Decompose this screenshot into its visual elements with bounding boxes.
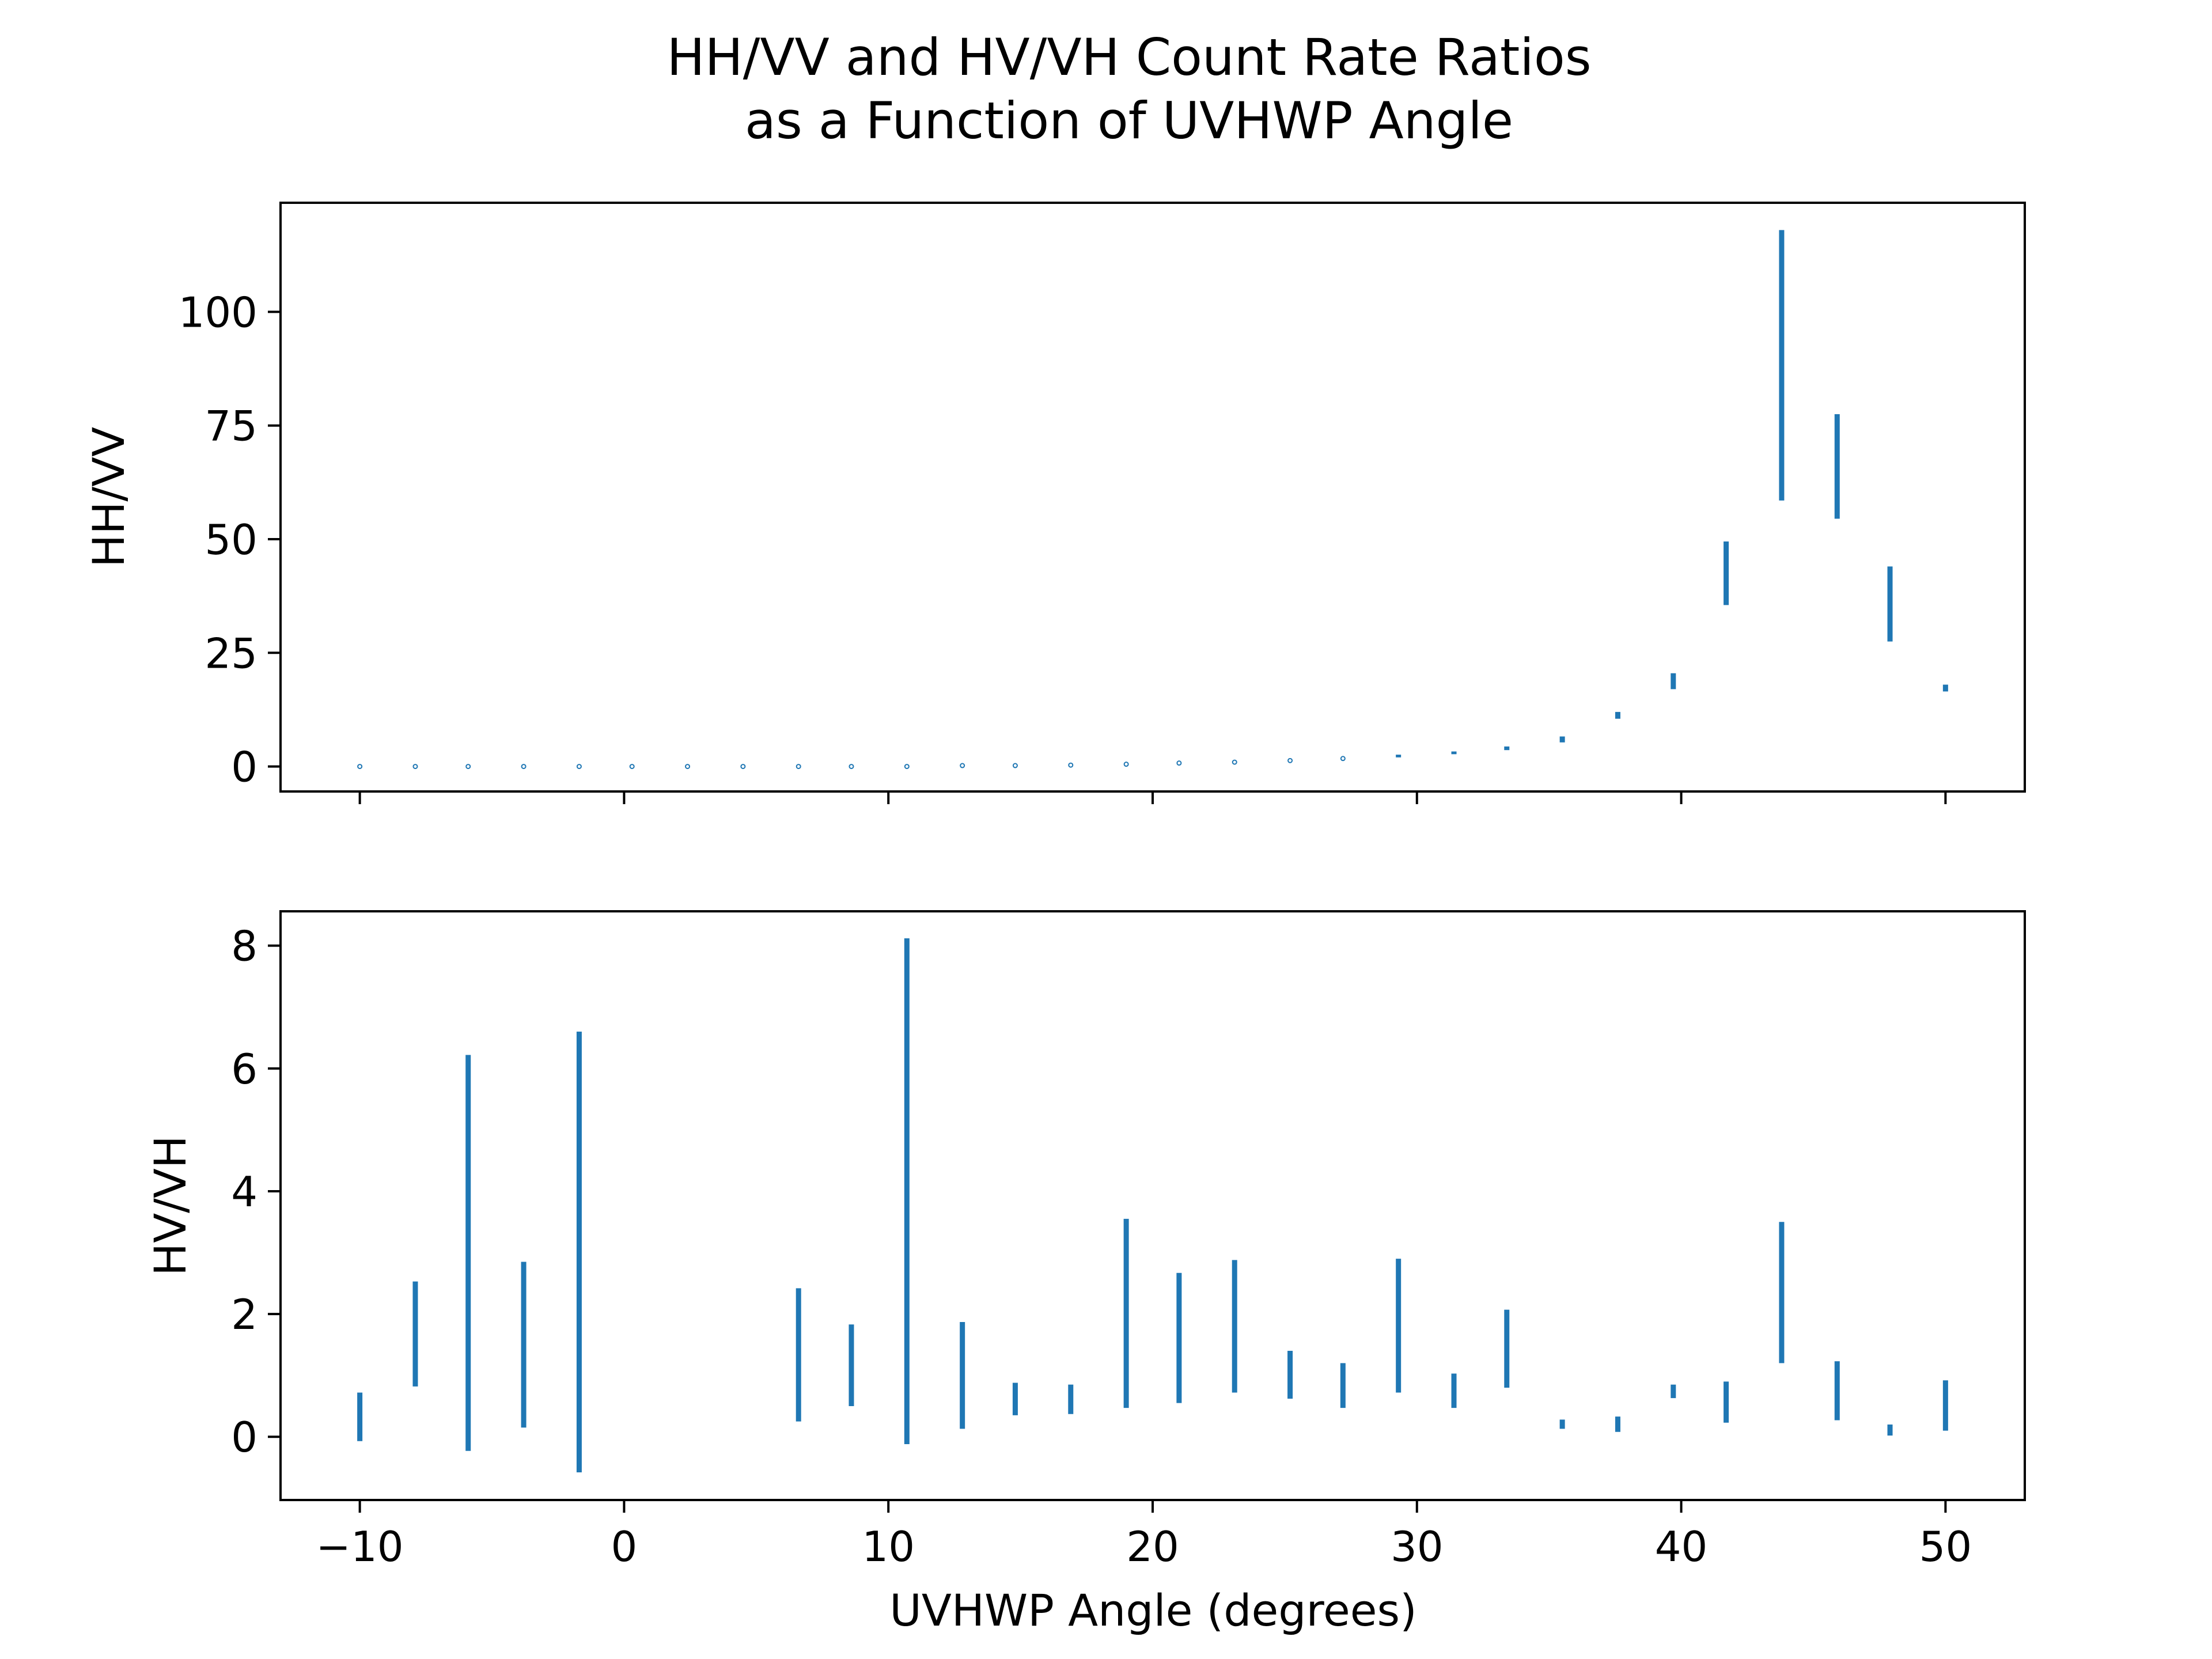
y-tick-label: 0 — [231, 1413, 257, 1461]
error-bar-point-8 — [796, 764, 801, 770]
y-tick-label: 50 — [204, 516, 257, 564]
y-tick-label: 8 — [231, 922, 257, 971]
error-bar-point-3 — [521, 764, 527, 770]
x-axis-label: UVHWP Angle (degrees) — [889, 1585, 1417, 1636]
y-tick-label: 6 — [231, 1045, 257, 1093]
x-tick-label: 0 — [611, 1522, 638, 1571]
bottom-axes-hv-vh: −10 0 10 20 30 40 50 0 2 4 6 8 HV/VH — [145, 910, 2026, 1571]
error-bar-point-6 — [685, 764, 691, 770]
error-bar-point-9 — [849, 764, 854, 770]
y-tick-label: 2 — [231, 1290, 257, 1339]
x-tick-label: 50 — [1919, 1522, 1972, 1571]
y-tick-label: 4 — [231, 1168, 257, 1216]
error-bar-point-4 — [576, 764, 582, 770]
error-bar-point-5 — [629, 764, 635, 770]
error-bar-point-18 — [1340, 756, 1346, 762]
x-tick-label: 40 — [1655, 1522, 1708, 1571]
y-axis-label: HH/VV — [83, 427, 134, 567]
y-tick-label: 75 — [204, 402, 257, 450]
error-bar-point-7 — [740, 764, 746, 770]
y-tick-label: 100 — [179, 288, 257, 336]
x-tick-label: 20 — [1126, 1522, 1179, 1571]
chart-title-line-2: as a Function of UVHWP Angle — [745, 91, 1513, 150]
error-bar-point-10 — [904, 764, 910, 770]
error-bar-point-2 — [465, 764, 471, 770]
error-bar-point-0 — [357, 764, 363, 770]
error-bar-point-14 — [1123, 762, 1129, 767]
error-bar-point-12 — [1012, 763, 1018, 768]
y-tick-label: 0 — [231, 743, 257, 791]
error-bar-point-16 — [1232, 759, 1237, 765]
y-axis-label: HV/VH — [145, 1135, 196, 1276]
x-tick-label: −10 — [316, 1522, 404, 1571]
error-bar-point-17 — [1287, 757, 1293, 763]
top-axes-hh-vv: 0 25 50 75 100 HH/VV — [83, 202, 2026, 804]
y-tick-label: 25 — [204, 629, 257, 677]
error-bar-point-15 — [1176, 760, 1182, 766]
error-bar-point-13 — [1068, 762, 1074, 768]
chart-title-line-1: HH/VV and HV/VH Count Rate Ratios — [666, 28, 1591, 87]
error-bar-point-11 — [960, 763, 965, 768]
x-tick-label: 10 — [862, 1522, 915, 1571]
x-tick-label: 30 — [1391, 1522, 1444, 1571]
error-bar-point-1 — [412, 764, 418, 770]
